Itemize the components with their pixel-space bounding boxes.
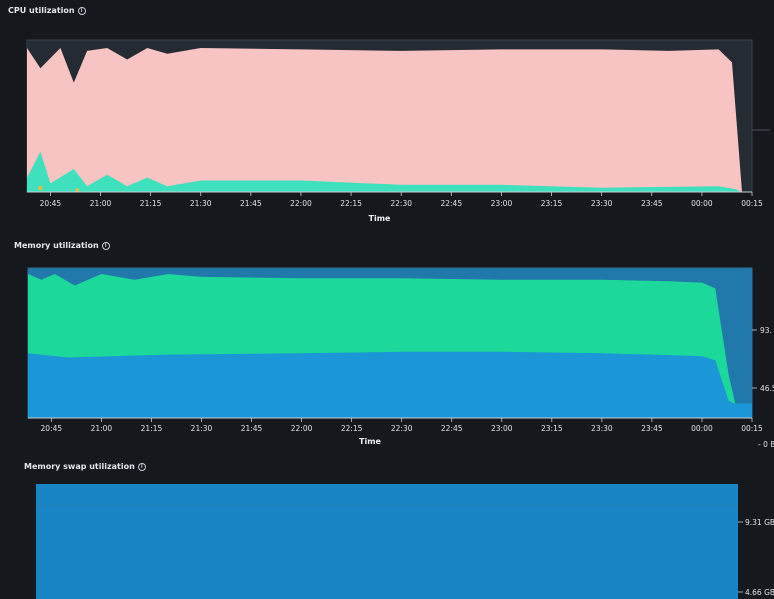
memory-x-tick-label: 21:00 (91, 424, 113, 433)
memory-y-tick-label: 93. (760, 326, 772, 335)
swap-area (36, 484, 738, 599)
memory-y-tick-label: - 0 B (758, 440, 774, 449)
swap-y-tick-label: 9.31 GB (745, 518, 774, 527)
cpu-accent-marker (75, 188, 79, 192)
memory-x-tick-label: 23:45 (641, 424, 663, 433)
memory-x-tick-label: 22:15 (341, 424, 363, 433)
cpu-x-tick-label: 21:30 (190, 199, 212, 208)
cpu-area-user (27, 151, 752, 192)
cpu-x-tick-label: 21:00 (90, 199, 112, 208)
memory-x-axis-title: Time (359, 437, 382, 446)
memory-y-tick-label: 46.5 (760, 384, 774, 393)
cpu-x-tick-label: 23:45 (641, 199, 663, 208)
cpu-area-total (27, 48, 752, 192)
swap-panel-title: Memory swap utilization i (24, 462, 146, 471)
cpu-x-tick-label: 22:30 (390, 199, 412, 208)
memory-x-tick-label: 22:45 (441, 424, 463, 433)
memory-area-cached (28, 351, 752, 418)
cpu-x-tick-label: 00:15 (741, 199, 763, 208)
cpu-x-tick-label: 23:30 (591, 199, 613, 208)
cpu-x-tick-label: 22:15 (340, 199, 362, 208)
cpu-x-tick-label: 00:00 (691, 199, 713, 208)
cpu-x-tick-label: 20:45 (40, 199, 62, 208)
cpu-x-tick-label: 22:45 (440, 199, 462, 208)
memory-x-tick-label: 23:15 (541, 424, 563, 433)
memory-x-tick-label: 21:45 (241, 424, 263, 433)
memory-x-tick-label: 00:00 (691, 424, 713, 433)
memory-x-tick-label: 21:30 (191, 424, 213, 433)
memory-x-tick-label: 23:00 (491, 424, 513, 433)
cpu-x-tick-label: 22:00 (290, 199, 312, 208)
memory-panel-title: Memory utilization i (14, 241, 110, 250)
memory-x-tick-label: 21:15 (141, 424, 163, 433)
memory-x-tick-label: 23:30 (591, 424, 613, 433)
cpu-x-axis-title: Time (369, 214, 392, 223)
memory-title-text: Memory utilization (14, 241, 99, 250)
info-circle-icon[interactable]: i (101, 241, 110, 250)
cpu-panel-title: CPU utilization i (8, 6, 86, 15)
cpu-accent-marker (38, 185, 43, 191)
swap-title-text: Memory swap utilization (24, 462, 135, 471)
cpu-title-text: CPU utilization (8, 6, 75, 15)
cpu-x-tick-label: 23:15 (541, 199, 563, 208)
info-circle-icon[interactable]: i (137, 462, 146, 471)
memory-x-tick-label: 20:45 (41, 424, 63, 433)
cpu-x-tick-label: 23:00 (491, 199, 513, 208)
swap-y-tick-label: 4.66 GB (745, 588, 774, 597)
memory-x-tick-label: 00:15 (741, 424, 763, 433)
cpu-x-tick-label: 21:15 (140, 199, 162, 208)
cpu-x-tick-label: 21:45 (240, 199, 262, 208)
memory-x-tick-label: 22:00 (291, 424, 313, 433)
memory-x-tick-label: 22:30 (391, 424, 413, 433)
info-circle-icon[interactable]: i (77, 6, 86, 15)
